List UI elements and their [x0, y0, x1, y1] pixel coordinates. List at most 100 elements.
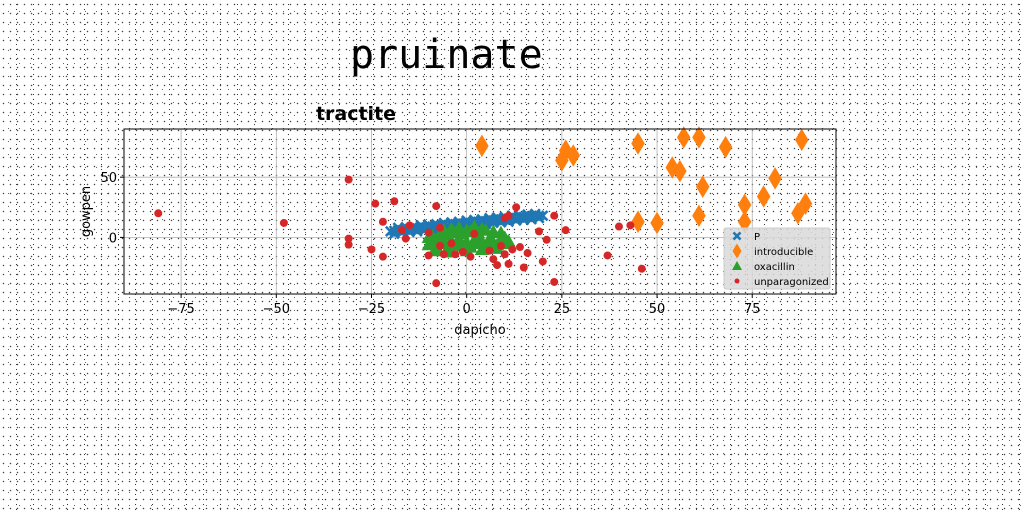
data-point — [519, 263, 528, 272]
data-point — [550, 277, 559, 286]
data-point — [483, 212, 496, 224]
data-point — [405, 221, 414, 230]
data-point — [397, 226, 406, 235]
data-point — [459, 223, 474, 236]
axis-ticks: −75 −50 −25 0 25 50 75 0 50 — [100, 171, 760, 317]
data-point — [401, 234, 410, 243]
data-point — [614, 222, 623, 231]
data-point — [626, 221, 635, 230]
data-point — [535, 227, 544, 236]
data-point — [423, 219, 435, 231]
series-unparagonized — [154, 175, 646, 288]
data-point — [421, 230, 436, 243]
data-point — [737, 210, 752, 233]
data-point — [344, 240, 353, 249]
data-point — [432, 279, 441, 288]
data-point — [798, 192, 813, 215]
data-point — [566, 144, 581, 167]
data-point — [461, 214, 473, 227]
legend-marker — [732, 243, 742, 259]
legend-label: introducible — [754, 247, 813, 258]
data-point — [692, 204, 706, 227]
data-point — [673, 159, 687, 183]
data-point — [737, 193, 752, 217]
data-point — [550, 211, 559, 220]
data-point — [466, 252, 475, 261]
data-point — [631, 132, 645, 155]
data-point — [344, 234, 353, 243]
y-tick-label: 0 — [109, 231, 117, 246]
data-point — [452, 235, 467, 248]
data-point — [467, 219, 482, 233]
data-point — [496, 241, 505, 250]
data-point — [154, 209, 163, 218]
legend-box — [723, 227, 831, 290]
data-point — [493, 261, 502, 270]
data-point — [522, 208, 534, 221]
data-point — [497, 230, 512, 243]
data-point — [523, 249, 532, 258]
data-point — [444, 221, 459, 235]
x-tick-label: 25 — [554, 302, 571, 317]
y-tick-label: 50 — [100, 171, 117, 186]
data-point — [458, 247, 467, 256]
data-point — [451, 250, 460, 259]
data-point — [490, 241, 505, 254]
data-point — [695, 175, 710, 199]
data-point — [637, 264, 646, 273]
x-tick-label: −75 — [167, 302, 194, 317]
data-point — [470, 229, 479, 238]
data-point — [475, 134, 489, 158]
data-point — [447, 239, 456, 248]
y-axis-label: gowpen — [79, 186, 94, 237]
data-point — [504, 211, 513, 220]
x-tick-label: 0 — [463, 302, 471, 317]
x-tick-label: −50 — [263, 302, 290, 317]
data-point — [768, 167, 782, 190]
data-point — [676, 126, 691, 149]
x-axis-label: dapicho — [454, 323, 505, 338]
data-point — [485, 246, 494, 255]
data-point — [692, 126, 706, 149]
data-point — [504, 259, 513, 268]
data-point — [542, 235, 551, 244]
data-point — [474, 221, 489, 235]
data-point — [512, 203, 521, 212]
data-point — [515, 243, 524, 252]
legend-label: unparagonized — [754, 277, 829, 288]
data-point — [467, 234, 482, 247]
data-point — [538, 257, 547, 266]
data-point — [432, 202, 441, 211]
legend-marker — [732, 261, 742, 270]
data-point — [489, 255, 498, 264]
data-point — [439, 250, 448, 259]
data-point — [508, 245, 517, 254]
plot-marks — [154, 126, 813, 288]
data-point — [344, 175, 353, 184]
x-tick-label: 50 — [649, 302, 666, 317]
data-point — [631, 210, 645, 233]
data-point — [436, 241, 445, 250]
data-point — [794, 128, 809, 152]
plot-frame — [123, 128, 837, 295]
chart-title: tractite — [316, 103, 396, 125]
data-point — [378, 217, 387, 226]
legend-label: oxacillin — [754, 262, 795, 273]
data-point — [529, 208, 541, 220]
page-title: pruinate — [350, 32, 543, 78]
data-point — [561, 226, 570, 235]
data-point — [491, 211, 503, 224]
data-point — [474, 242, 489, 256]
data-point — [424, 228, 433, 237]
x-tick-label: 75 — [744, 302, 761, 317]
legend-marker — [732, 231, 742, 241]
x-tick-label: −25 — [358, 302, 385, 317]
data-point — [424, 251, 433, 260]
data-point — [436, 223, 445, 232]
data-point — [500, 250, 509, 259]
data-point — [603, 251, 612, 260]
data-point — [378, 252, 387, 261]
data-point — [371, 199, 380, 208]
